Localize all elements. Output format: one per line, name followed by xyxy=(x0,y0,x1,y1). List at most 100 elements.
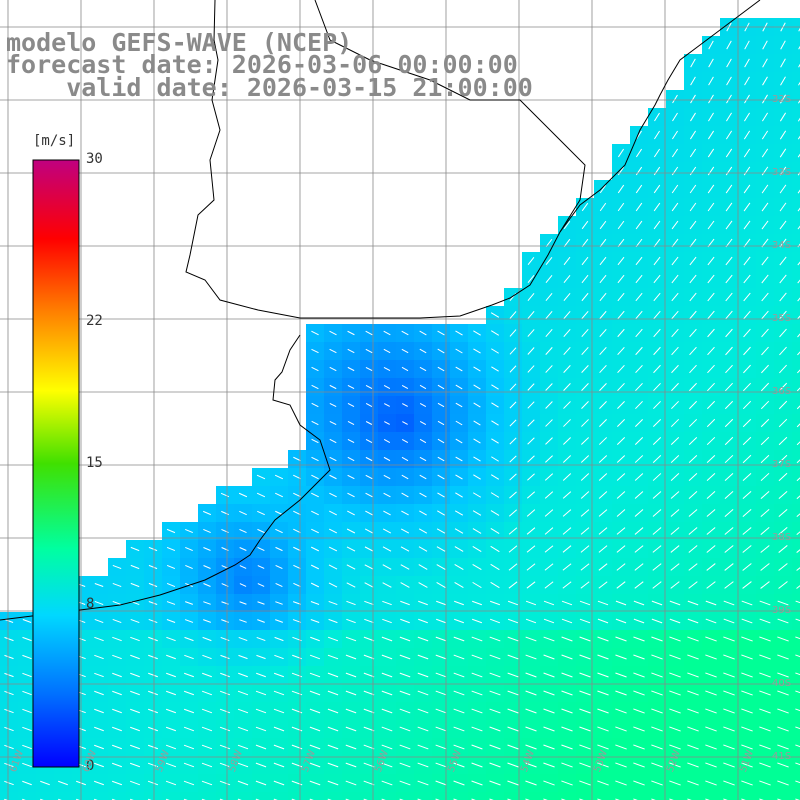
wind-arrow xyxy=(795,780,800,784)
wind-arrow xyxy=(723,744,735,750)
wind-arrow xyxy=(148,618,158,624)
wind-arrow xyxy=(148,564,158,570)
wind-arrow xyxy=(363,708,375,714)
wind-arrow xyxy=(365,456,373,462)
wind-arrow xyxy=(598,581,608,589)
wind-arrow xyxy=(778,508,788,518)
wind-arrow xyxy=(759,600,771,606)
wind-arrow xyxy=(166,636,176,642)
wind-arrow xyxy=(273,690,285,696)
wind-cell xyxy=(792,558,800,576)
wind-arrow xyxy=(184,636,194,642)
wind-arrow xyxy=(707,220,715,230)
wind-arrow xyxy=(796,585,800,589)
wind-arrow xyxy=(741,744,753,750)
wind-arrow xyxy=(147,744,159,750)
wind-arrow xyxy=(581,220,589,230)
wind-arrow xyxy=(418,582,428,588)
wind-arrow xyxy=(419,402,427,408)
wind-arrow xyxy=(491,438,499,444)
wind-arrow xyxy=(635,292,643,302)
wind-arrow xyxy=(762,76,768,86)
wind-arrow xyxy=(543,690,555,696)
wind-arrow xyxy=(634,527,644,535)
wind-arrow xyxy=(203,619,211,623)
wind-cell xyxy=(792,684,800,702)
wind-arrow xyxy=(401,510,409,516)
wind-arrow xyxy=(472,581,482,589)
wind-arrow xyxy=(634,419,644,427)
wind-arrow xyxy=(329,474,337,480)
wind-arrow xyxy=(273,744,285,750)
wind-cell xyxy=(792,594,800,612)
wind-arrow xyxy=(112,690,122,696)
wind-arrow xyxy=(381,726,393,732)
wind-arrow xyxy=(563,419,571,427)
wind-arrow xyxy=(526,563,536,571)
wind-arrow xyxy=(148,546,158,552)
wind-arrow xyxy=(708,76,714,86)
wind-arrow xyxy=(219,726,231,732)
wind-arrow xyxy=(545,347,553,355)
wind-arrow xyxy=(688,418,698,428)
wind-arrow xyxy=(597,708,609,714)
wind-arrow xyxy=(381,654,393,660)
wind-arrow xyxy=(688,581,698,589)
wind-arrow xyxy=(654,112,660,122)
wind-arrow xyxy=(166,619,176,623)
wind-arrow xyxy=(363,654,375,660)
wind-arrow xyxy=(706,563,716,571)
wind-arrow xyxy=(580,581,590,589)
wind-arrow xyxy=(220,636,230,642)
wind-cell xyxy=(792,360,800,378)
wind-arrow xyxy=(328,582,338,588)
wind-arrow xyxy=(725,202,733,212)
wind-arrow xyxy=(780,58,786,68)
wind-arrow xyxy=(689,364,697,374)
wind-arrow xyxy=(401,366,409,372)
wind-arrow xyxy=(742,400,752,410)
wind-arrow xyxy=(257,528,265,534)
wind-arrow xyxy=(365,366,373,372)
wind-arrow xyxy=(634,581,644,589)
wind-cell xyxy=(666,792,684,800)
wind-arrow xyxy=(401,474,409,480)
wind-arrow xyxy=(744,58,750,68)
wind-arrow xyxy=(327,744,339,750)
wind-arrow xyxy=(671,364,679,374)
wind-arrow xyxy=(311,438,319,444)
wind-arrow xyxy=(689,256,697,266)
wind-cell xyxy=(630,792,648,800)
wind-arrow xyxy=(670,581,680,589)
wind-arrow xyxy=(742,454,752,464)
wind-arrow xyxy=(616,491,626,499)
wind-arrow xyxy=(455,456,463,462)
wind-arrow xyxy=(383,474,391,480)
wind-arrow xyxy=(383,385,391,389)
wind-arrow xyxy=(183,762,195,768)
wind-arrow xyxy=(581,401,589,409)
forecast-date: forecast date: 2026-03-06 00:00:00 xyxy=(6,50,518,79)
wind-arrow xyxy=(617,148,625,158)
colorbar-tick-label: 22 xyxy=(86,312,103,329)
wind-arrow xyxy=(744,94,750,104)
wind-arrow xyxy=(597,600,609,606)
wind-arrow xyxy=(760,527,770,535)
wind-arrow xyxy=(724,472,734,482)
wind-cell xyxy=(90,792,108,800)
wind-arrow xyxy=(779,148,787,158)
wind-arrow xyxy=(760,436,770,446)
wind-arrow xyxy=(707,274,715,284)
wind-arrow xyxy=(598,545,608,553)
wind-arrow xyxy=(58,780,68,786)
wind-arrow xyxy=(292,601,302,605)
wind-arrow xyxy=(671,328,679,338)
wind-arrow xyxy=(365,348,373,354)
wind-arrow xyxy=(669,672,681,678)
wind-arrow xyxy=(364,546,374,552)
wind-arrow xyxy=(471,672,483,678)
wind-arrow xyxy=(364,564,374,570)
wind-cell xyxy=(324,792,342,800)
wind-arrow xyxy=(310,582,320,588)
wind-arrow xyxy=(311,384,319,390)
